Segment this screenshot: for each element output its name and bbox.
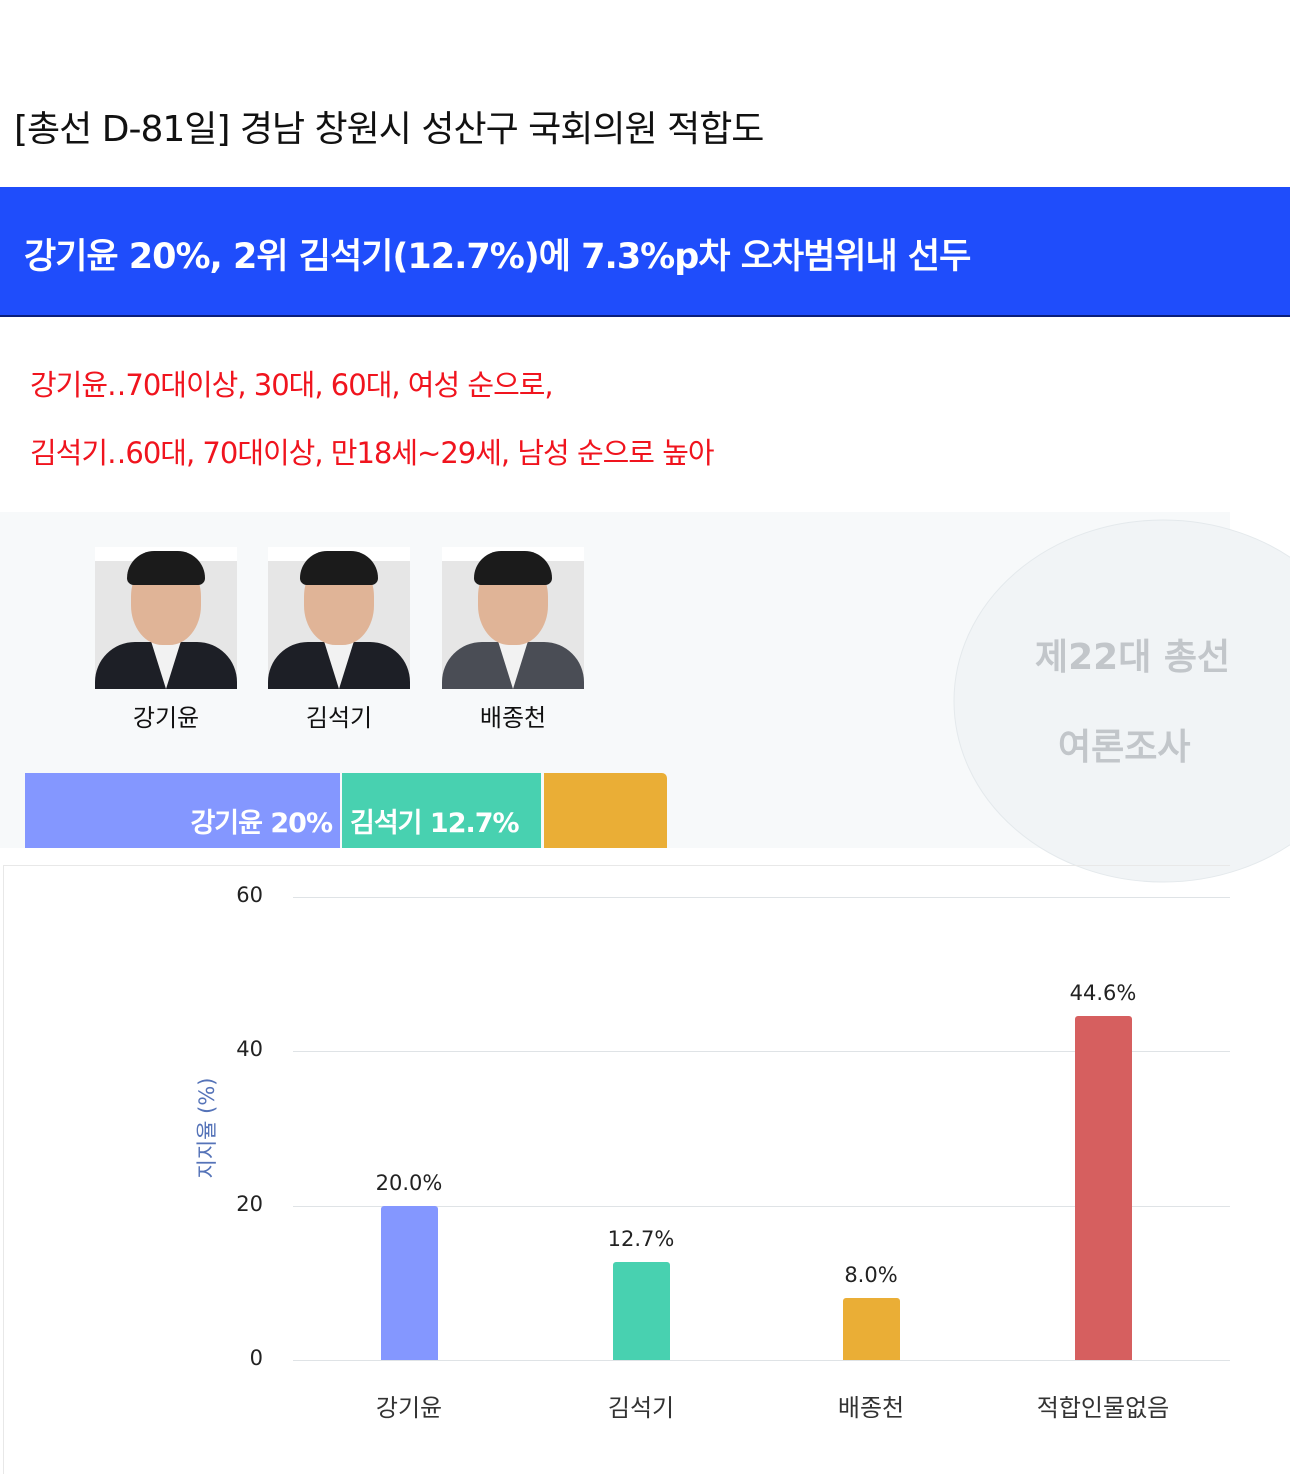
x-tick-label: 적합인물없음 — [1036, 1394, 1170, 1422]
candidate-photo-3 — [442, 547, 584, 689]
subtitle-line-1: 강기윤‥70대이상, 30대, 60대, 여성 순으로, — [30, 368, 554, 402]
x-tick-label: 김석기 — [607, 1394, 675, 1422]
y-tick-label: 40 — [236, 1037, 263, 1062]
headline-band — [0, 187, 1290, 317]
page-title: [총선 D-81일] 경남 창원시 성산구 국회의원 적합도 — [14, 109, 764, 150]
bar-2 — [613, 1261, 670, 1360]
gridline — [293, 1205, 1230, 1207]
chart-area — [3, 865, 1230, 1474]
candidate-photo-1 — [95, 547, 237, 689]
gridline — [293, 1360, 1230, 1361]
bar-3 — [843, 1298, 900, 1360]
subtitle-line-2: 김석기‥60대, 70대이상, 만18세~29세, 남성 순으로 높아 — [30, 436, 715, 470]
segment-label: 김석기 12.7% — [350, 808, 520, 839]
x-tick-label: 배종천 — [837, 1394, 905, 1422]
watermark-line-2: 여론조사 — [1058, 727, 1191, 768]
y-tick-label: 60 — [236, 883, 263, 907]
y-tick-label: 0 — [249, 1346, 263, 1370]
value-label: 44.6% — [1069, 980, 1137, 1005]
stacked-segment-3 — [544, 773, 667, 848]
stacked-segment-2: 김석기 12.7% — [342, 773, 541, 848]
gridline — [293, 1051, 1230, 1053]
value-label: 12.7% — [607, 1226, 675, 1251]
watermark-circle — [953, 519, 1290, 883]
value-label: 8.0% — [844, 1263, 898, 1288]
y-axis-label: 지지율 (%) — [195, 1077, 219, 1179]
candidate-photo-2 — [268, 547, 410, 689]
watermark-line-1: 제22대 총선 — [1035, 637, 1231, 678]
y-tick-label: 20 — [236, 1191, 263, 1216]
candidate-name: 강기윤 — [132, 704, 200, 732]
bar-1 — [381, 1205, 438, 1360]
candidate-name: 김석기 — [305, 704, 373, 732]
bar-4 — [1075, 1015, 1132, 1360]
x-tick-label: 강기윤 — [375, 1394, 443, 1422]
segment-label: 강기윤 20% — [190, 808, 333, 839]
stacked-segment-1: 강기윤 20% — [25, 773, 340, 848]
gridline — [293, 897, 1230, 898]
headline: 강기윤 20%, 2위 김석기(12.7%)에 7.3%p차 오차범위내 선두 — [24, 237, 971, 277]
value-label: 20.0% — [375, 1170, 443, 1195]
candidate-name: 배종천 — [479, 704, 547, 732]
